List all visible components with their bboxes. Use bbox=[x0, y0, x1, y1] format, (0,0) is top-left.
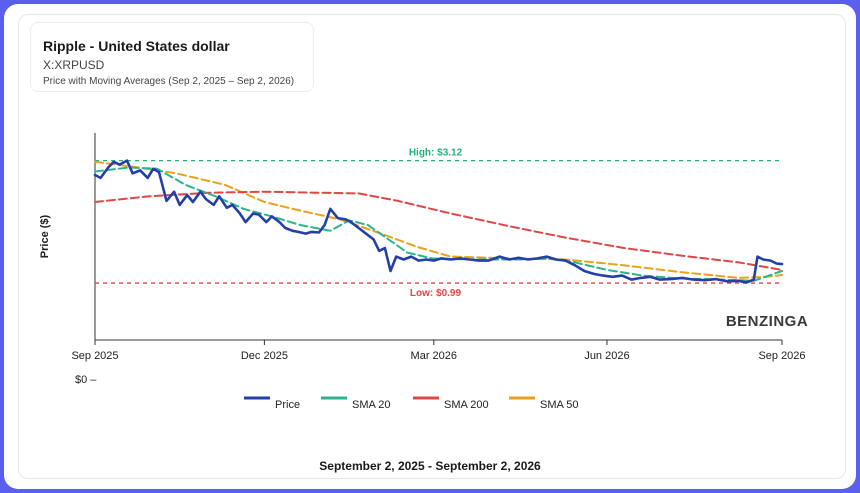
series-line-sma-20 bbox=[94, 166, 783, 282]
x-tick-label: Jun 2026 bbox=[584, 350, 629, 362]
legend-label: SMA 200 bbox=[444, 399, 489, 411]
series-line-sma-50 bbox=[94, 160, 783, 279]
x-tick-label: Sep 2025 bbox=[71, 350, 118, 362]
date-range-label: September 2, 2025 - September 2, 2026 bbox=[319, 459, 541, 473]
low-reference-label: Low: $0.99 bbox=[410, 288, 462, 299]
chart-title: Ripple - United States dollar bbox=[43, 38, 230, 54]
legend-label: SMA 20 bbox=[352, 399, 391, 411]
ticker-symbol: X:XRPUSD bbox=[43, 58, 105, 72]
y-axis-zero-label: $0 – bbox=[75, 374, 97, 386]
chart-subtitle: Price with Moving Averages (Sep 2, 2025 … bbox=[43, 76, 295, 87]
y-axis-title: Price ($) bbox=[39, 214, 51, 258]
benzinga-watermark: BENZINGA bbox=[726, 313, 808, 330]
title-box: Ripple - United States dollar X:XRPUSD P… bbox=[30, 22, 314, 92]
x-tick-label: Sep 2026 bbox=[758, 350, 805, 362]
high-reference-label: High: $3.12 bbox=[409, 148, 463, 159]
x-tick-label: Dec 2025 bbox=[241, 350, 288, 362]
series-line-sma-200 bbox=[94, 190, 783, 271]
legend-label: Price bbox=[275, 399, 300, 411]
x-tick-label: Mar 2026 bbox=[411, 350, 457, 362]
series-line-price bbox=[93, 159, 784, 284]
legend-label: SMA 50 bbox=[540, 399, 579, 411]
